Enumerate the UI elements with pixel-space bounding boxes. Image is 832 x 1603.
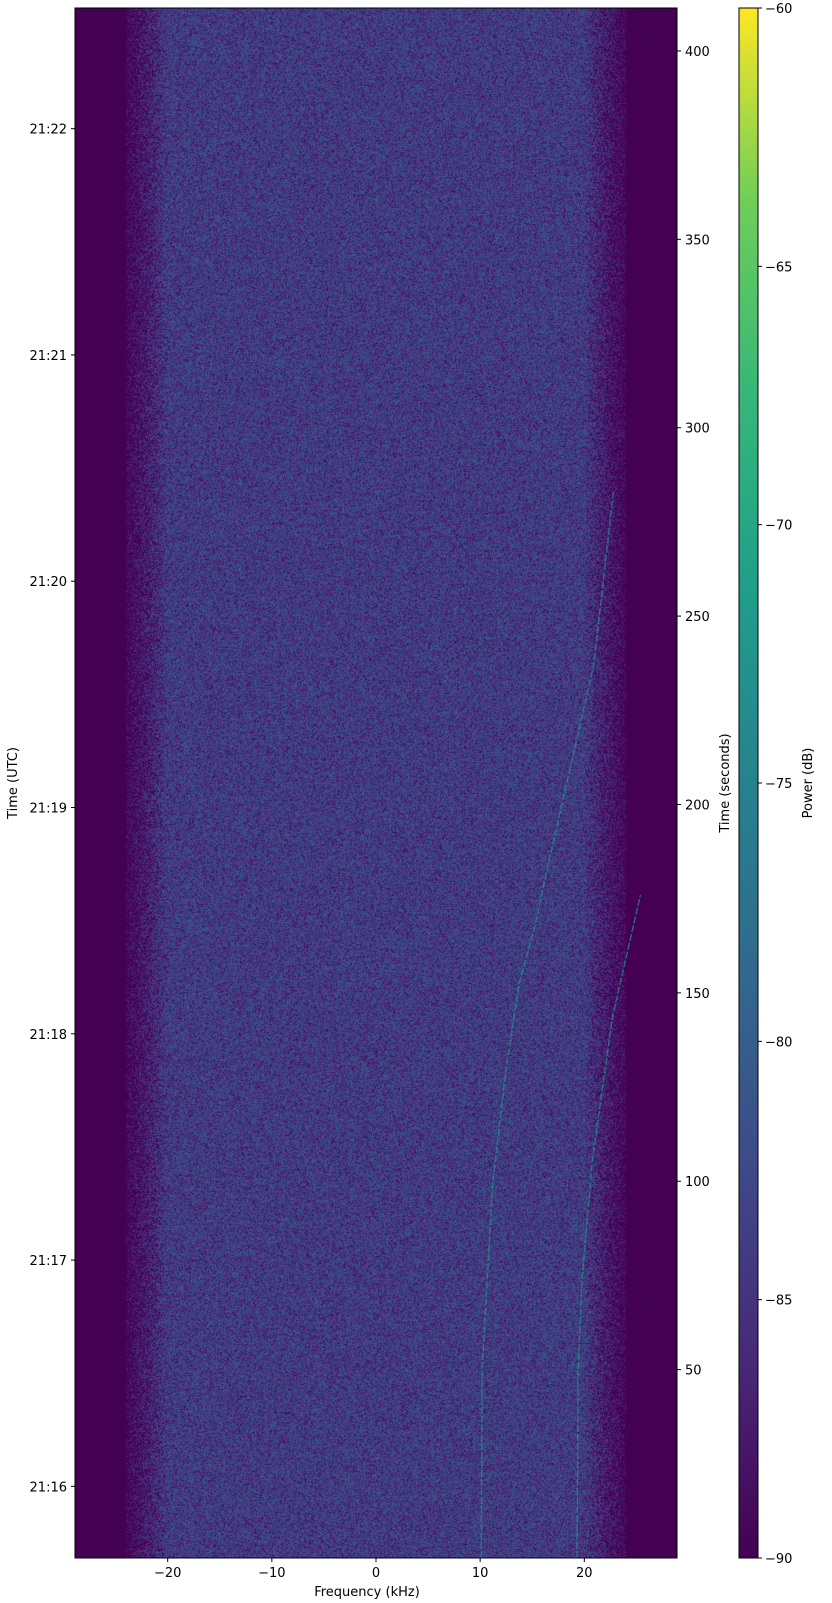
y-left-tick-label: 21:21 <box>30 349 67 364</box>
y-right-tick-label: 250 <box>685 610 710 625</box>
colorbar-tick-label: −85 <box>765 1294 792 1309</box>
signal-trace-1 <box>481 492 613 1558</box>
y-right-tick-label: 400 <box>685 45 710 60</box>
colorbar-tick-label: −65 <box>765 260 792 275</box>
y-left-tick-label: 21:19 <box>30 802 67 817</box>
y-left-tick-label: 21:16 <box>30 1480 67 1495</box>
x-axis-label: Frequency (kHz) <box>314 1585 420 1600</box>
left-y-axis-label: Time (UTC) <box>6 747 21 820</box>
x-tick-label: −20 <box>154 1566 181 1581</box>
y-left-tick-label: 21:17 <box>30 1254 67 1269</box>
colorbar-tick-label: −90 <box>765 1552 792 1567</box>
right-y-axis: 50 100 150 200 250 300 350 400 <box>677 45 710 1379</box>
y-left-tick-label: 21:20 <box>30 575 67 590</box>
y-left-tick-label: 21:18 <box>30 1028 67 1043</box>
colorbar <box>739 8 758 1558</box>
y-right-tick-label: 150 <box>685 987 710 1002</box>
plot-frame <box>75 8 677 1558</box>
colorbar-tick-label: −80 <box>765 1035 792 1050</box>
x-axis: −20 −10 0 10 20 <box>154 1558 593 1581</box>
x-tick-label: 10 <box>472 1566 489 1581</box>
y-left-tick-label: 21:22 <box>30 123 67 138</box>
signal-trace-2 <box>577 895 641 1558</box>
x-tick-label: 0 <box>372 1566 380 1581</box>
colorbar-tick-label: −75 <box>765 777 792 792</box>
colorbar-label: Power (dB) <box>801 748 816 819</box>
y-right-tick-label: 50 <box>685 1364 702 1379</box>
right-y-axis-label: Time (seconds) <box>718 733 733 833</box>
colorbar-axis: −60 −65 −70 −75 −80 −85 −90 <box>758 2 792 1567</box>
y-right-tick-label: 200 <box>685 798 710 813</box>
y-right-tick-label: 350 <box>685 233 710 248</box>
left-y-axis: 21:16 21:17 21:18 21:19 21:20 21:21 21:22 <box>30 123 75 1496</box>
colorbar-tick-label: −70 <box>765 519 792 534</box>
y-right-tick-label: 300 <box>685 422 710 437</box>
x-tick-label: −10 <box>258 1566 285 1581</box>
y-right-tick-label: 100 <box>685 1175 710 1190</box>
colorbar-tick-label: −60 <box>765 2 792 17</box>
x-tick-label: 20 <box>576 1566 593 1581</box>
signal-traces <box>481 492 640 1558</box>
